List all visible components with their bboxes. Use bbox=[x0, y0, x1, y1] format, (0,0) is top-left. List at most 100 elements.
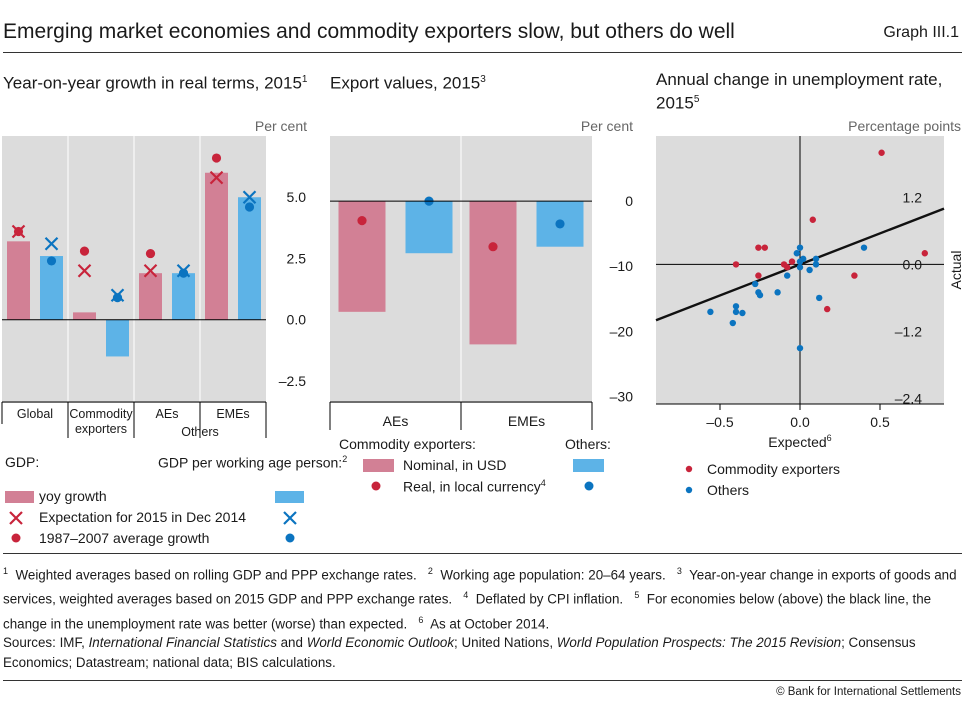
scatter-point bbox=[729, 319, 736, 327]
x-category-label: exporters bbox=[75, 422, 127, 436]
middle-panel-title: Export values, 20153 bbox=[330, 73, 486, 93]
legend-gdp-bar-swatch bbox=[5, 491, 34, 503]
legend-red-dot-icon bbox=[11, 533, 21, 543]
scatter-point bbox=[806, 266, 813, 274]
average-marker bbox=[112, 293, 123, 303]
middle-unit-label: Per cent bbox=[580, 118, 633, 134]
scatter-point bbox=[774, 289, 781, 296]
sources: Sources: IMF, International Financial St… bbox=[3, 635, 916, 670]
legend-others-heading: Others: bbox=[565, 436, 611, 452]
x-category-label: EMEs bbox=[508, 413, 545, 429]
scatter-point bbox=[756, 291, 764, 299]
scatter-point bbox=[755, 272, 762, 279]
average-marker bbox=[244, 202, 255, 212]
legend-nominal-label: Nominal, in USD bbox=[403, 457, 507, 473]
copyright: © Bank for International Settlements bbox=[776, 686, 961, 698]
expectation-marker bbox=[209, 170, 224, 185]
legend-others-label: Others bbox=[707, 482, 750, 498]
y-tick-label: 2.5 bbox=[287, 250, 307, 266]
legend-gdp-pwap-heading: GDP per working age person:2 bbox=[158, 454, 348, 471]
expectation-marker bbox=[44, 237, 59, 251]
scatter-point bbox=[812, 255, 820, 263]
legend-red-cross-icon bbox=[9, 511, 23, 525]
bar bbox=[139, 273, 162, 320]
scatter-point bbox=[732, 303, 740, 310]
scatter-point bbox=[851, 272, 858, 279]
scatter-point bbox=[796, 244, 804, 251]
scatter-point bbox=[921, 250, 928, 257]
x-category-label: AEs bbox=[383, 413, 409, 429]
scatter-point bbox=[752, 280, 759, 288]
scatter-point bbox=[860, 244, 868, 251]
unemployment-chart: 1.2 0.0 –1.2 –2.4 –0.5 0.0 0.5 Expected6 Actual bbox=[655, 136, 964, 450]
legend-yoy-label: yoy growth bbox=[39, 488, 107, 504]
legend-average-label: 1987–2007 average growth bbox=[39, 530, 210, 546]
legend-real-label: Real, in local currency4 bbox=[403, 478, 546, 495]
x-category-label: Commodity bbox=[69, 407, 133, 421]
y-tick-label: 1.2 bbox=[903, 189, 923, 205]
legend-commodity-dot-icon bbox=[685, 465, 693, 473]
scatter-point bbox=[800, 255, 807, 263]
y-tick-label: 0.0 bbox=[903, 256, 923, 272]
graph-title: Emerging market economies and commodity … bbox=[3, 20, 735, 43]
legend-others-dot-icon bbox=[685, 486, 693, 494]
scatter-point bbox=[824, 305, 831, 313]
exports-chart: 0 –10 –20 –30 AEs EMEs bbox=[329, 136, 634, 430]
y-tick-label: –2.4 bbox=[895, 390, 922, 406]
scatter-point bbox=[812, 261, 820, 268]
legend-nominal-others-swatch bbox=[573, 459, 604, 472]
scatter-point bbox=[761, 244, 768, 251]
x-tick-label: 0.5 bbox=[870, 414, 890, 430]
bar bbox=[405, 201, 453, 254]
graph-number: Graph III.1 bbox=[883, 24, 959, 41]
y-tick-label: 5.0 bbox=[287, 189, 307, 205]
x-axis-title: Expected6 bbox=[768, 433, 831, 450]
scatter-point bbox=[816, 294, 823, 302]
expectation-marker bbox=[77, 263, 92, 278]
footnote-rule bbox=[3, 553, 962, 554]
legend-real-others-dot-icon bbox=[584, 481, 594, 491]
left-panel-title: Year-on-year growth in real terms, 20151 bbox=[3, 73, 308, 93]
scatter-point bbox=[878, 149, 885, 156]
scatter-point bbox=[793, 250, 800, 257]
real-marker bbox=[488, 242, 498, 252]
bar bbox=[469, 201, 517, 345]
scatter-point bbox=[796, 264, 804, 271]
right-unit-label: Percentage points bbox=[848, 118, 961, 134]
scatter-point bbox=[788, 258, 796, 265]
legend-nominal-commodity-swatch bbox=[363, 459, 394, 472]
left-unit-label: Per cent bbox=[254, 118, 307, 134]
average-marker bbox=[145, 248, 156, 259]
y-tick-label: –1.2 bbox=[895, 323, 922, 339]
legend-blue-cross-icon bbox=[283, 511, 297, 525]
legend-expectation-label: Expectation for 2015 in Dec 2014 bbox=[39, 509, 247, 525]
bar bbox=[172, 273, 195, 320]
scatter-point bbox=[796, 344, 804, 352]
real-marker bbox=[357, 216, 367, 226]
x-category-label: EMEs bbox=[216, 407, 249, 421]
legend-commodity-heading: Commodity exporters: bbox=[339, 436, 476, 452]
legend-gdp-heading: GDP: bbox=[5, 454, 40, 470]
x-tick-label: –0.5 bbox=[706, 414, 733, 430]
average-marker bbox=[79, 246, 90, 256]
legend-blue-dot-icon bbox=[285, 533, 295, 543]
y-tick-label: 0 bbox=[625, 193, 633, 209]
scatter-point bbox=[784, 272, 791, 279]
copyright-rule bbox=[3, 680, 962, 681]
y-tick-label: –20 bbox=[610, 323, 634, 339]
legend-real-commodity-dot-icon bbox=[371, 481, 381, 491]
legend-commodity-label: Commodity exporters bbox=[707, 461, 841, 477]
x-tick-label: 0.0 bbox=[790, 414, 810, 430]
scatter-point bbox=[707, 308, 714, 316]
x-category-label: AEs bbox=[156, 407, 179, 421]
footnotes: 1 Weighted averages based on rolling GDP… bbox=[3, 566, 957, 632]
y-tick-label: 0.0 bbox=[287, 312, 307, 328]
average-marker bbox=[13, 226, 24, 237]
bar bbox=[238, 197, 261, 320]
expectation-marker bbox=[242, 190, 257, 205]
bar bbox=[7, 241, 30, 320]
x-category-label: Global bbox=[17, 407, 53, 421]
bar bbox=[73, 312, 96, 320]
right-panel-title: Annual change in unemployment rate, 2015… bbox=[656, 70, 943, 113]
scatter-point bbox=[784, 264, 791, 271]
